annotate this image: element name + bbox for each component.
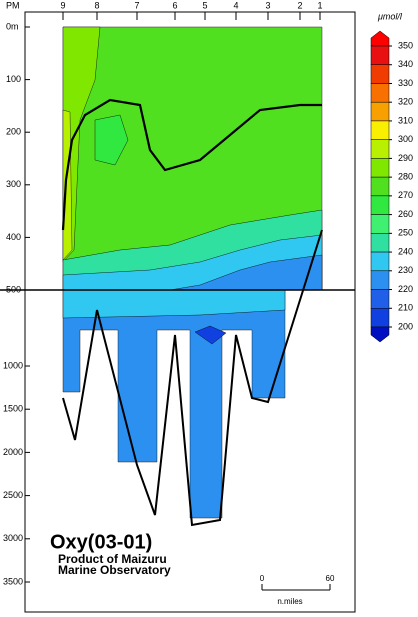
colorbar-band xyxy=(370,214,390,234)
colorbar-band xyxy=(370,195,390,215)
y-tick-label: 3500 xyxy=(3,576,23,586)
station-label: 2 xyxy=(297,0,302,10)
colorbar-unit: μmol/l xyxy=(377,11,403,21)
y-tick-label: 3000 xyxy=(3,533,23,543)
colorbar-label: 250 xyxy=(398,228,413,238)
colorbar-label: 220 xyxy=(398,284,413,294)
colorbar-label: 290 xyxy=(398,153,413,163)
colorbar-label: 270 xyxy=(398,190,413,200)
bottom-topography xyxy=(62,229,323,527)
chart-title: Oxy(03-01) xyxy=(50,531,152,553)
station-label: 4 xyxy=(233,0,238,10)
colorbar-band xyxy=(370,120,390,140)
colorbar-band xyxy=(370,176,390,197)
x-axis-label: PM xyxy=(6,0,20,10)
contour-region xyxy=(194,325,227,345)
subtitle-line: Marine Observatory xyxy=(58,563,171,577)
colorbar-over xyxy=(370,30,390,47)
colorbar-label: 210 xyxy=(398,303,413,313)
station-label: 1 xyxy=(317,0,322,10)
colorbar-band xyxy=(370,289,390,309)
station-label: 8 xyxy=(94,0,99,10)
y-tick-label: 100 xyxy=(6,74,21,84)
contour-field xyxy=(62,26,323,519)
colorbar-band xyxy=(370,158,390,178)
colorbar-label: 340 xyxy=(398,59,413,69)
y-tick-label: 0m xyxy=(6,21,19,31)
colorbar-label: 300 xyxy=(398,134,413,144)
colorbar-label: 350 xyxy=(398,40,413,50)
y-tick-label: 1000 xyxy=(3,360,23,370)
station-label: 9 xyxy=(60,0,65,10)
y-tick-label: 2500 xyxy=(3,490,23,500)
colorbar-band xyxy=(370,308,390,328)
key-contour xyxy=(61,98,322,231)
colorbar-band xyxy=(370,101,390,122)
colorbar-under xyxy=(370,326,390,343)
colorbar-label: 200 xyxy=(398,321,413,331)
colorbar-band xyxy=(370,64,390,84)
contour-region xyxy=(62,109,73,261)
scale-unit: n.miles xyxy=(277,597,302,606)
colorbar-label: 240 xyxy=(398,246,413,256)
y-tick-label: 400 xyxy=(6,232,21,242)
contour-region xyxy=(62,289,286,519)
subtitle-line: Product of Maizuru xyxy=(58,552,167,566)
contour-region xyxy=(94,114,129,166)
colorbar-label: 330 xyxy=(398,78,413,88)
colorbar-label: 320 xyxy=(398,97,413,107)
y-tick-label: 500 xyxy=(6,284,21,294)
colorbar-band xyxy=(370,45,390,65)
y-tick-label: 200 xyxy=(6,127,21,137)
scale-label: 60 xyxy=(326,574,335,583)
station-label: 3 xyxy=(265,0,270,10)
colorbar-band xyxy=(370,83,390,103)
colorbar-label: 260 xyxy=(398,209,413,219)
colorbar-band xyxy=(370,233,390,253)
colorbar-band xyxy=(370,139,390,159)
y-tick-label: 1500 xyxy=(3,404,23,414)
scale-label: 0 xyxy=(260,574,265,583)
station-label: 7 xyxy=(134,0,139,10)
colorbar-band xyxy=(370,270,390,290)
colorbar-label: 280 xyxy=(398,172,413,182)
y-tick-label: 300 xyxy=(6,179,21,189)
colorbar-band xyxy=(370,251,390,272)
y-tick-label: 2000 xyxy=(3,447,23,457)
station-label: 6 xyxy=(172,0,177,10)
colorbar-label: 310 xyxy=(398,115,413,125)
plot-frame xyxy=(24,11,356,613)
station-label: 5 xyxy=(202,0,207,10)
colorbar-label: 230 xyxy=(398,265,413,275)
